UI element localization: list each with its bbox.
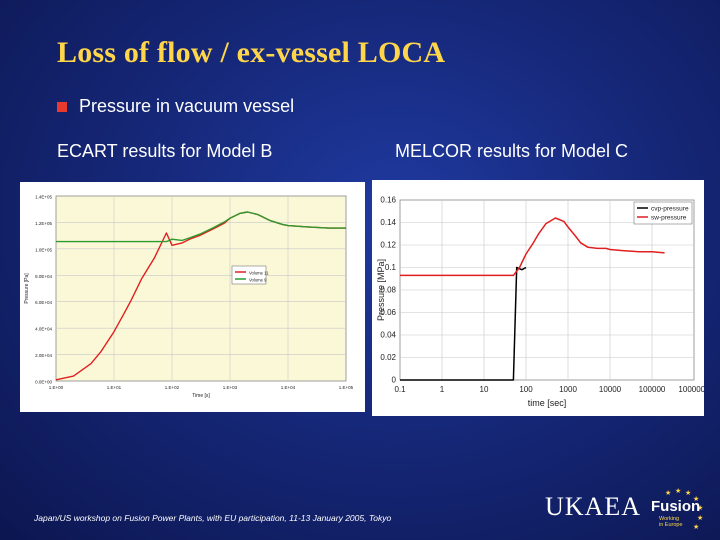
bullet-square-icon [57, 101, 67, 112]
x-tick-label: 1.E+04 [281, 385, 296, 390]
slide-title: Loss of flow / ex-vessel LOCA [57, 36, 446, 69]
y-tick-label: 0.12 [380, 241, 396, 250]
y-tick-label: 1.0E+05 [35, 247, 52, 252]
x-tick-label: 1.E+00 [49, 385, 64, 390]
y-tick-label: 0.14 [380, 218, 396, 227]
y-tick-label: 0.02 [380, 353, 396, 362]
star-icon: ★ [697, 505, 704, 512]
star-icon: ★ [685, 490, 692, 497]
x-tick-label: 1.E+05 [339, 385, 354, 390]
tagline-line-1: Working [659, 516, 680, 522]
ecart-chart-svg: 1.E+00 1.E+01 1.E+02 1.E+03 1.E+04 1.E+05 0.0E… [24, 195, 354, 400]
series-line [400, 217, 665, 277]
x-tick-label: 100 [519, 385, 533, 394]
footer-text: Japan/US workshop on Fusion Power Plants… [34, 513, 392, 523]
right-chart-heading: MELCOR results for Model C [395, 141, 629, 161]
y-tick-label: 1.4E+05 [35, 195, 52, 200]
legend-entry: cvp-pressure [651, 206, 689, 213]
legend-box [633, 201, 693, 225]
y-tick-label: 8.0E+04 [35, 274, 52, 279]
x-tick-label: 1 [440, 385, 445, 394]
y-tick-label: 1.2E+05 [35, 221, 52, 226]
series-line [56, 211, 346, 243]
ecart-pressure-chart: 1.E+00 1.E+01 1.E+02 1.E+03 1.E+04 1.E+05 0.0E… [20, 182, 365, 412]
y-tick-label: 0 [392, 376, 397, 385]
legend-entry: Volume 11 [249, 271, 269, 276]
x-tick-label: 1.E+02 [165, 385, 180, 390]
star-icon: ★ [693, 524, 700, 531]
x-axis-label: time [sec] [528, 398, 567, 408]
legend-entry: Volume 9 [249, 278, 267, 283]
y-tick-label: 0.1 [385, 263, 397, 272]
left-chart-heading: ECART results for Model B [57, 141, 273, 161]
y-tick-label: 4.0E+04 [35, 327, 52, 332]
x-tick-label: 100000 [639, 385, 666, 394]
y-tick-label: 0.08 [380, 286, 396, 295]
x-tick-label: 0.1 [394, 385, 406, 394]
y-tick-label: 0.04 [380, 331, 396, 340]
bullet-text: Pressure in vacuum vessel [79, 96, 295, 116]
bullet-item: Pressure in vacuum vessel [57, 96, 294, 117]
x-tick-label: 10 [480, 385, 489, 394]
y-tick-label: 0.06 [380, 308, 396, 317]
x-tick-label: 1.E+01 [107, 385, 122, 390]
tagline-line-2: in Europe [659, 522, 683, 528]
fusion-logo-text: Fusion [651, 498, 701, 515]
series-line [400, 266, 527, 381]
ukaea-fusion-logo: UKAEA ★ ★ ★ ★ ★ ★ ★ Fusion Working in Eur… [545, 488, 707, 534]
star-icon: ★ [693, 496, 700, 503]
fusion-tagline: Working in Europe [659, 516, 683, 528]
y-axis-label: Pressure [Pa] [24, 273, 30, 304]
y-tick-label: 2.0E+04 [35, 353, 52, 358]
y-tick-label: 6.0E+04 [35, 300, 52, 305]
star-icon: ★ [675, 488, 682, 495]
ukaea-logo-text: UKAEA [545, 492, 641, 521]
y-tick-label: 0.0E+00 [35, 380, 52, 385]
x-tick-label: 1.E+03 [223, 385, 238, 390]
y-tick-label: 0.16 [380, 196, 396, 205]
y-axis-label: Pressure [MPa] [376, 259, 386, 321]
x-tick-label: 10000 [599, 385, 622, 394]
star-icon: ★ [697, 515, 704, 522]
star-icon: ★ [665, 490, 672, 497]
x-tick-label: 1000 [559, 385, 577, 394]
fusion-emblem: ★ ★ ★ ★ ★ ★ ★ Fusion Working in Europe [647, 488, 707, 534]
legend-entry: sw-pressure [651, 215, 687, 222]
x-axis-label: Time [s] [192, 393, 210, 399]
